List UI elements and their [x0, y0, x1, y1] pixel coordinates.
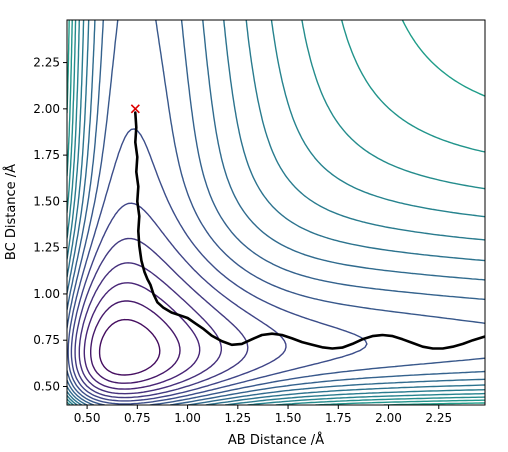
start-marker: [130, 104, 140, 114]
y-axis-ticks: 0.50 0.75 1.00 1.25 1.50 1.75 2.00 2.25: [33, 56, 67, 393]
y-tick-label: 1.50: [33, 194, 60, 208]
contour-line: [67, 20, 485, 405]
x-tick-label: 2.00: [375, 411, 402, 425]
y-tick-label: 1.75: [33, 148, 60, 162]
x-tick-label: 1.75: [325, 411, 352, 425]
x-tick-label: 1.25: [224, 411, 251, 425]
contour-line: [98, 318, 161, 376]
x-tick-label: 0.75: [124, 411, 151, 425]
y-tick-label: 2.00: [33, 102, 60, 116]
plot-frame: [66, 19, 486, 406]
x-tick-label: 1.00: [174, 411, 201, 425]
x-tick-label: 2.25: [425, 411, 452, 425]
contour-line: [67, 20, 485, 405]
contour-line: [90, 300, 181, 384]
contour-line: [67, 20, 485, 405]
contour-line: [67, 128, 368, 405]
y-tick-label: 2.25: [33, 56, 60, 70]
trajectory-line: [134, 111, 485, 350]
x-axis-ticks: 0.50 0.75 1.00 1.25 1.50 1.75 2.00 2.25: [74, 405, 452, 425]
contour-line: [78, 262, 222, 395]
y-tick-label: 0.75: [33, 333, 60, 347]
marker-layer: [130, 104, 140, 114]
contour-line: [67, 20, 485, 405]
contour-line: [74, 237, 249, 399]
contour-line: [83, 282, 201, 390]
plot-background: [67, 20, 485, 405]
trajectory-layer: [134, 111, 485, 350]
y-tick-label: 0.50: [33, 379, 60, 393]
y-tick-label: 1.25: [33, 241, 60, 255]
x-tick-label: 1.50: [275, 411, 302, 425]
y-tick-label: 1.00: [33, 287, 60, 301]
contour-line: [67, 20, 485, 405]
y-axis-label: BC Distance /Å: [3, 164, 19, 260]
x-axis-label: AB Distance /Å: [228, 432, 324, 448]
contour-line: [67, 20, 485, 405]
contour-lines: [67, 20, 485, 405]
x-tick-label: 0.50: [74, 411, 101, 425]
contour-line: [67, 20, 485, 405]
